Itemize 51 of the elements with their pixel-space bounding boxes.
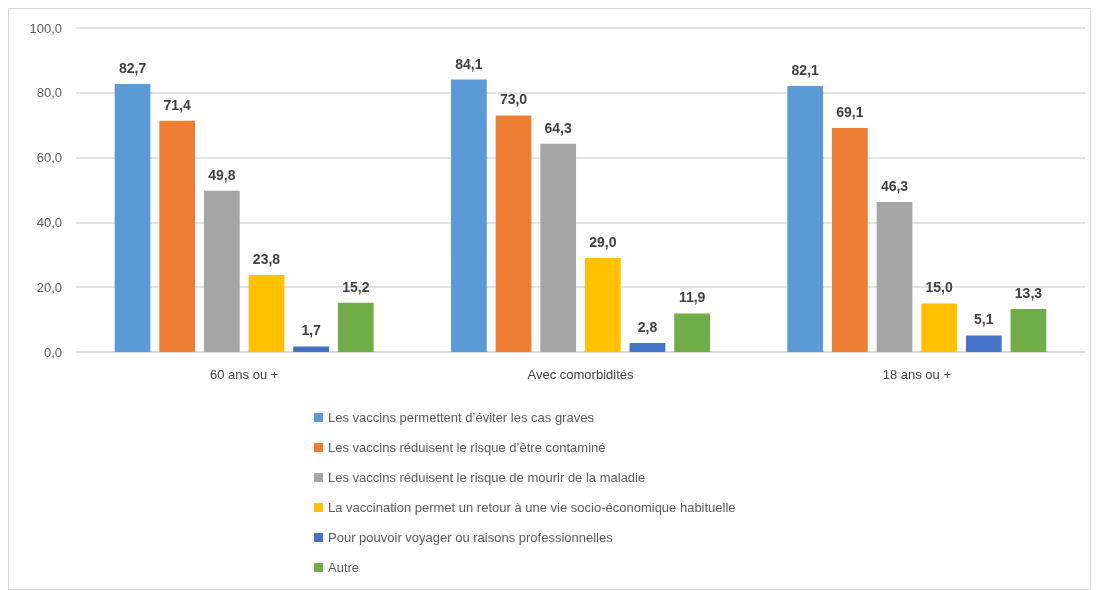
bar bbox=[248, 274, 285, 352]
data-label: 84,1 bbox=[455, 55, 483, 72]
legend-label: Autre bbox=[328, 560, 360, 575]
y-tick-label: 40,0 bbox=[36, 214, 62, 230]
bar bbox=[337, 302, 374, 352]
data-label: 29,0 bbox=[589, 234, 617, 251]
bar bbox=[1010, 308, 1047, 352]
bar bbox=[451, 79, 487, 352]
data-label: 46,3 bbox=[880, 177, 909, 194]
data-label: 69,1 bbox=[836, 104, 864, 121]
x-tick-label: 60 ans ou + bbox=[210, 367, 279, 382]
bar bbox=[159, 120, 196, 352]
data-label: 82,1 bbox=[791, 62, 820, 78]
data-label: 23,8 bbox=[252, 250, 281, 267]
bar bbox=[203, 190, 240, 352]
bar bbox=[495, 115, 532, 352]
y-tick-label: 100,0 bbox=[29, 20, 62, 36]
legend-label: Les vaccins réduisent le risque d’être contaminé bbox=[328, 440, 606, 455]
bar bbox=[540, 143, 577, 352]
bar bbox=[293, 346, 329, 352]
legend-label: Pour pouvoir voyager ou raisons professionnelles bbox=[328, 530, 614, 545]
data-label: 5,1 bbox=[974, 311, 994, 328]
bar bbox=[876, 201, 913, 352]
data-label: 1,7 bbox=[301, 322, 322, 339]
data-label: 2,8 bbox=[637, 318, 658, 335]
data-label: 15,2 bbox=[342, 278, 370, 295]
bar bbox=[965, 335, 1002, 352]
data-label: 73,0 bbox=[499, 91, 528, 108]
y-tick-label: 0,0 bbox=[43, 344, 62, 360]
data-label: 64,3 bbox=[544, 119, 573, 136]
bar bbox=[674, 313, 710, 352]
data-label: 82,7 bbox=[118, 60, 147, 77]
data-label: 11,9 bbox=[678, 289, 706, 306]
bar bbox=[629, 342, 666, 352]
bar bbox=[832, 128, 868, 352]
y-tick-label: 80,0 bbox=[36, 85, 62, 101]
legend-label: La vaccination permet un retour à une vie socio-économique habituelle bbox=[328, 500, 736, 515]
legend-label: Les vaccins réduisent le risque de mourir de la maladie bbox=[328, 470, 646, 485]
x-tick-label: 18 ans ou + bbox=[882, 367, 951, 382]
data-label: 71,4 bbox=[163, 96, 192, 113]
data-label: 13,3 bbox=[1014, 284, 1043, 301]
bar bbox=[921, 303, 958, 352]
y-tick-label: 20,0 bbox=[36, 279, 62, 295]
data-label: 49,8 bbox=[208, 166, 236, 183]
bar bbox=[114, 84, 151, 352]
x-tick-label: Avec comorbidités bbox=[527, 367, 634, 382]
legend-label: Les vaccins permettent d’éviter les cas graves bbox=[328, 410, 595, 425]
bar bbox=[584, 258, 621, 352]
data-label: 15,0 bbox=[925, 279, 953, 296]
y-tick-label: 60,0 bbox=[36, 150, 62, 166]
bar bbox=[787, 86, 824, 352]
